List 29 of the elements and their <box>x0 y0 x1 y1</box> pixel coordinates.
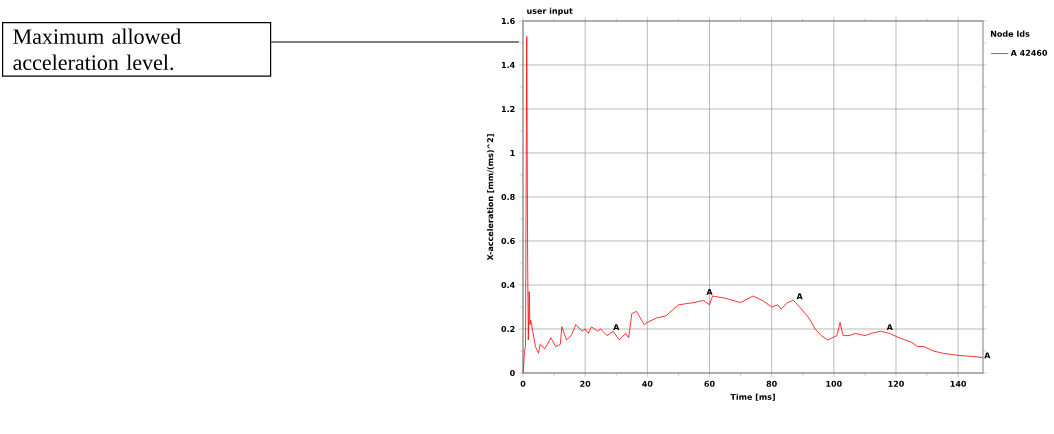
y-axis-title: X-acceleration [mm/(ms)^2] <box>487 134 495 261</box>
annotation: A <box>613 324 620 330</box>
y-tick-label: 0.2 <box>501 325 515 333</box>
y-tick-label: 0.4 <box>501 281 515 289</box>
y-tick-label: 1 <box>510 150 515 156</box>
y-tick-label: 0 <box>510 369 515 377</box>
x-axis-title: Time [ms] <box>730 393 775 401</box>
x-tick-label: 40 <box>642 380 653 387</box>
chart-title: user input <box>527 7 573 16</box>
x-tick-label: 100 <box>826 380 842 387</box>
y-tick-label: 0.8 <box>501 193 515 201</box>
x-tick-label: 140 <box>950 380 967 387</box>
y-tick-label: 1.2 <box>501 106 515 112</box>
annotation: A <box>984 352 991 359</box>
annotation: A <box>706 288 713 295</box>
annotation: A <box>886 324 893 330</box>
x-tick-label: 60 <box>704 380 715 387</box>
x-tick-label: 0 <box>520 380 526 387</box>
x-tick-label: 20 <box>580 380 591 387</box>
y-tick-label: 1.4 <box>501 62 515 68</box>
annotation: A <box>796 293 803 300</box>
text: Maximum allowed acceleration level. <box>13 28 181 71</box>
legend-title: Node Ids <box>990 30 1030 37</box>
y-tick-label: 0.6 <box>501 237 515 245</box>
line-series <box>522 36 984 374</box>
x-tick-label: 80 <box>766 380 777 387</box>
x-tick-label: 120 <box>888 380 904 387</box>
y-tick-label: 1.6 <box>501 17 515 25</box>
legend-label: A 42460 <box>1010 49 1048 56</box>
